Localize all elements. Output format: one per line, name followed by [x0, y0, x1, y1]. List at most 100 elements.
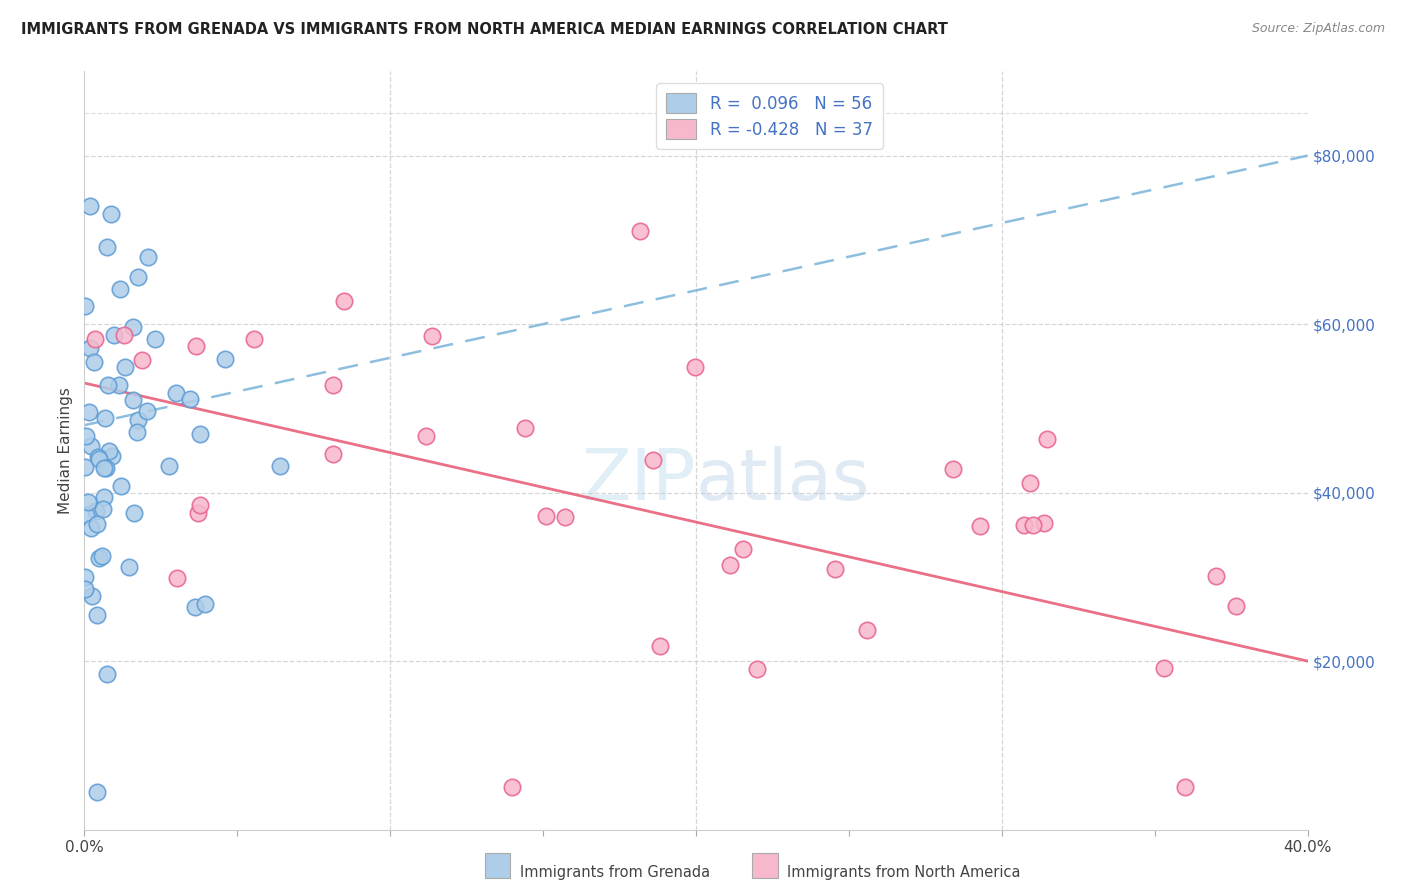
Point: [333, 294, 356, 309]
Point: [86, 516, 108, 531]
Point: [79, 341, 101, 355]
Point: [718, 558, 741, 572]
Point: [121, 393, 143, 408]
Point: [650, 639, 672, 653]
Bar: [752, 853, 778, 878]
Point: [179, 392, 201, 406]
Point: [143, 332, 166, 346]
Point: [183, 599, 205, 614]
Point: [243, 332, 266, 346]
Point: [166, 386, 188, 401]
Point: [127, 413, 149, 427]
Text: Immigrants from Grenada: Immigrants from Grenada: [520, 865, 710, 880]
Point: [643, 453, 665, 467]
Point: [422, 329, 444, 343]
Point: [502, 780, 524, 795]
Point: [1205, 569, 1227, 583]
Point: [1153, 661, 1175, 675]
Point: [184, 339, 207, 353]
Text: ZIP: ZIP: [582, 446, 696, 516]
Point: [969, 518, 991, 533]
Point: [75, 582, 97, 596]
Point: [110, 478, 132, 492]
Point: [118, 560, 141, 574]
Point: [84, 332, 107, 346]
Point: [75, 508, 97, 523]
Point: [127, 270, 149, 285]
Point: [1036, 432, 1059, 446]
Point: [683, 359, 706, 374]
Point: [93, 490, 115, 504]
Point: [322, 378, 344, 392]
Point: [135, 404, 157, 418]
Point: [188, 498, 211, 512]
Point: [214, 352, 236, 367]
Point: [824, 561, 846, 575]
Text: atlas: atlas: [696, 446, 870, 516]
Point: [86, 608, 108, 623]
Point: [1225, 599, 1247, 613]
Point: [112, 328, 135, 343]
Point: [96, 239, 118, 253]
Point: [83, 355, 105, 369]
Point: [93, 411, 115, 425]
Point: [194, 598, 217, 612]
Point: [855, 624, 877, 638]
Point: [1033, 516, 1056, 530]
Point: [79, 199, 101, 213]
Point: [1012, 517, 1035, 532]
Point: [1019, 476, 1042, 491]
Point: [107, 377, 129, 392]
Point: [1022, 517, 1045, 532]
Point: [534, 509, 557, 524]
Point: [77, 405, 100, 419]
Point: [75, 460, 97, 475]
Point: [75, 299, 97, 313]
Point: [166, 571, 188, 585]
Point: [80, 589, 103, 603]
Point: [114, 360, 136, 375]
Point: [96, 461, 118, 475]
Point: [97, 444, 120, 458]
Point: [101, 449, 124, 463]
Point: [322, 447, 344, 461]
Point: [1174, 780, 1197, 795]
Text: Immigrants from North America: Immigrants from North America: [787, 865, 1021, 880]
Point: [122, 506, 145, 520]
Y-axis label: Median Earnings: Median Earnings: [58, 387, 73, 514]
Point: [415, 428, 437, 442]
Point: [157, 459, 180, 474]
Point: [86, 785, 108, 799]
Text: IMMIGRANTS FROM GRENADA VS IMMIGRANTS FROM NORTH AMERICA MEDIAN EARNINGS CORRELA: IMMIGRANTS FROM GRENADA VS IMMIGRANTS FR…: [21, 22, 948, 37]
Point: [79, 439, 101, 453]
Point: [269, 459, 291, 474]
Point: [93, 461, 115, 475]
Point: [554, 509, 576, 524]
Point: [127, 425, 149, 440]
Point: [75, 428, 97, 442]
Point: [188, 427, 211, 442]
Point: [731, 542, 754, 557]
Bar: [485, 853, 510, 878]
Point: [747, 663, 769, 677]
Point: [100, 207, 122, 221]
Point: [628, 224, 651, 238]
Point: [87, 450, 110, 465]
Point: [187, 507, 209, 521]
Point: [96, 666, 118, 681]
Point: [91, 502, 114, 516]
Point: [131, 352, 153, 367]
Point: [89, 452, 111, 467]
Point: [513, 421, 536, 435]
Point: [942, 462, 965, 476]
Point: [75, 570, 97, 584]
Point: [90, 549, 112, 564]
Point: [76, 495, 98, 509]
Point: [84, 504, 107, 518]
Text: Source: ZipAtlas.com: Source: ZipAtlas.com: [1251, 22, 1385, 36]
Legend: R =  0.096   N = 56, R = -0.428   N = 37: R = 0.096 N = 56, R = -0.428 N = 37: [657, 84, 883, 149]
Point: [103, 328, 125, 343]
Point: [136, 250, 159, 264]
Point: [97, 378, 120, 392]
Point: [121, 320, 143, 334]
